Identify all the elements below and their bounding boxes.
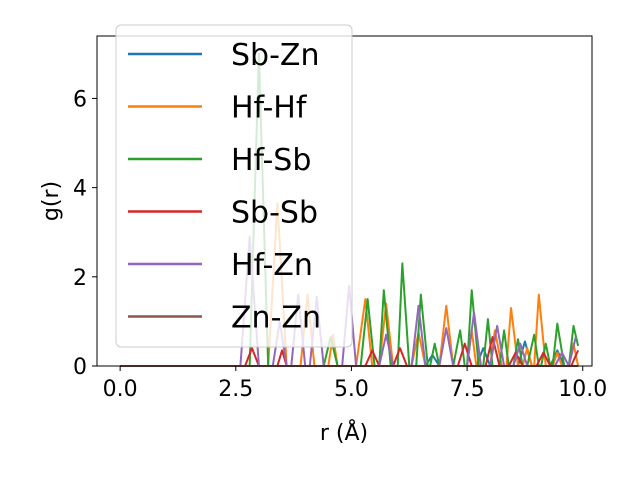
legend-label-sb-zn: Sb-Zn <box>231 38 319 73</box>
legend-label-hf-hf: Hf-Hf <box>231 91 308 126</box>
x-tick-label: 7.5 <box>450 377 485 402</box>
legend-box <box>115 24 353 348</box>
x-tick-label: 0.0 <box>103 377 138 402</box>
x-tick-label: 2.5 <box>218 377 253 402</box>
legend-label-hf-sb: Hf-Sb <box>231 143 311 178</box>
y-tick-label: 6 <box>73 87 87 112</box>
legend-label-hf-zn: Hf-Zn <box>231 248 313 283</box>
x-tick-label: 5.0 <box>334 377 369 402</box>
y-axis-label: g(r) <box>39 181 64 221</box>
x-axis-label: r (Å) <box>320 419 368 446</box>
y-tick-label: 2 <box>73 266 87 291</box>
y-axis: 0 2 4 6 <box>73 87 97 380</box>
y-tick-label: 4 <box>73 177 87 202</box>
legend-label-zn-zn: Zn-Zn <box>231 301 321 336</box>
x-axis: 0.0 2.5 5.0 7.5 10.0 <box>103 366 607 402</box>
x-tick-label: 10.0 <box>558 377 607 402</box>
legend-label-sb-sb: Sb-Sb <box>231 196 318 231</box>
y-tick-label: 0 <box>73 355 87 380</box>
legend: Sb-Zn Hf-Hf Hf-Sb Sb-Sb Hf-Zn Zn-Zn <box>115 24 353 348</box>
